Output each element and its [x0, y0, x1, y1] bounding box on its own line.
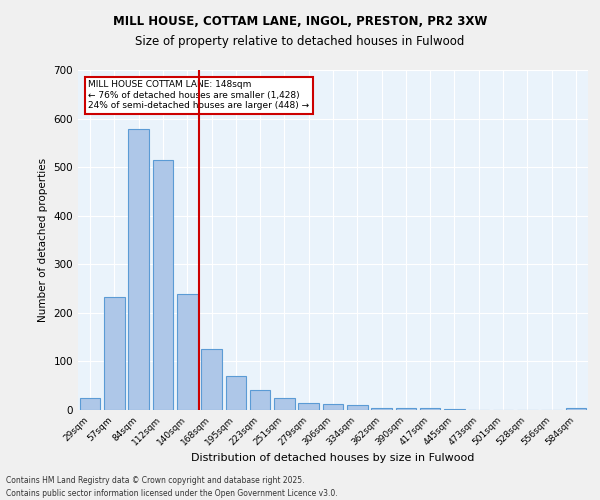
- Bar: [298, 402, 319, 410]
- Bar: [371, 408, 392, 410]
- Text: MILL HOUSE, COTTAM LANE, INGOL, PRESTON, PR2 3XW: MILL HOUSE, COTTAM LANE, INGOL, PRESTON,…: [113, 15, 487, 28]
- Bar: [104, 298, 125, 410]
- Bar: [347, 404, 368, 410]
- Bar: [226, 376, 246, 410]
- Bar: [177, 294, 197, 410]
- Bar: [274, 398, 295, 410]
- Y-axis label: Number of detached properties: Number of detached properties: [38, 158, 48, 322]
- Bar: [128, 130, 149, 410]
- Bar: [566, 408, 586, 410]
- Bar: [420, 408, 440, 410]
- Text: Contains public sector information licensed under the Open Government Licence v3: Contains public sector information licen…: [6, 488, 338, 498]
- X-axis label: Distribution of detached houses by size in Fulwood: Distribution of detached houses by size …: [191, 452, 475, 462]
- Text: Contains HM Land Registry data © Crown copyright and database right 2025.: Contains HM Land Registry data © Crown c…: [6, 476, 305, 485]
- Bar: [201, 350, 222, 410]
- Bar: [323, 404, 343, 410]
- Bar: [152, 160, 173, 410]
- Text: Size of property relative to detached houses in Fulwood: Size of property relative to detached ho…: [136, 35, 464, 48]
- Text: MILL HOUSE COTTAM LANE: 148sqm
← 76% of detached houses are smaller (1,428)
24% : MILL HOUSE COTTAM LANE: 148sqm ← 76% of …: [88, 80, 310, 110]
- Bar: [444, 409, 465, 410]
- Bar: [250, 390, 271, 410]
- Bar: [80, 398, 100, 410]
- Bar: [395, 408, 416, 410]
